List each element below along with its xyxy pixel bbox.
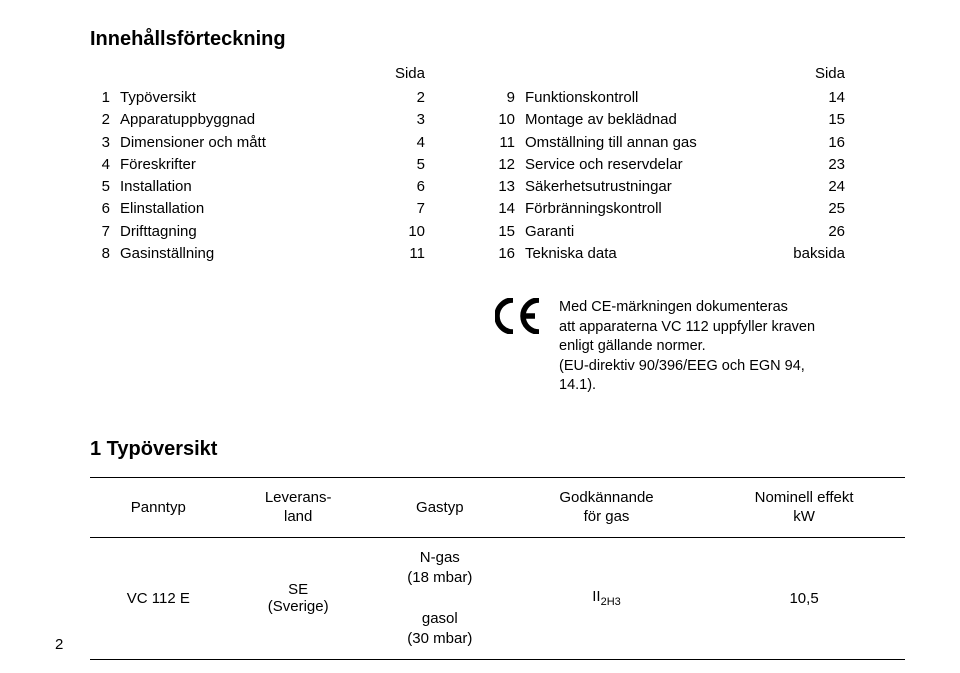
page-title: Innehållsförteckning <box>90 28 905 51</box>
cell-gastyp: N-gas (18 mbar) gasol (30 mbar) <box>370 537 510 659</box>
col-leveransland: Leverans-land <box>227 477 370 537</box>
cell-leveransland: SE(Sverige) <box>227 537 370 659</box>
table-of-contents: Sida 1Typöversikt2 2Apparatuppbyggnad3 3… <box>90 65 905 264</box>
toc-row: 15Garanti26 <box>495 222 845 242</box>
toc-row: 4Föreskrifter5 <box>90 155 425 175</box>
toc-column-right: Sida 9Funktionskontroll14 10Montage av b… <box>495 65 845 264</box>
toc-row: 10Montage av beklädnad15 <box>495 110 845 130</box>
toc-row: 14Förbränningskontroll25 <box>495 199 845 219</box>
toc-column-left: Sida 1Typöversikt2 2Apparatuppbyggnad3 3… <box>90 65 425 264</box>
section-1-title: 1 Typöversikt <box>90 438 905 461</box>
ce-text: Med CE-märkningen dokumenteras att appar… <box>559 298 815 396</box>
table-header-row: Panntyp Leverans-land Gastyp Godkännande… <box>90 477 905 537</box>
toc-row: 13Säkerhetsutrustningar24 <box>495 177 845 197</box>
toc-header: Sida <box>785 65 845 82</box>
toc-row: 2Apparatuppbyggnad3 <box>90 110 425 130</box>
toc-row: 1Typöversikt2 <box>90 88 425 108</box>
col-effekt: Nominell effektkW <box>703 477 905 537</box>
toc-row: 16Tekniska databaksida <box>495 244 845 264</box>
toc-row: 8Gasinställning11 <box>90 244 425 264</box>
cell-panntyp: VC 112 E <box>90 537 227 659</box>
cell-godkannande: II2H3 <box>510 537 703 659</box>
toc-row: 7Drifttagning10 <box>90 222 425 242</box>
toc-row: 5Installation6 <box>90 177 425 197</box>
col-gastyp: Gastyp <box>370 477 510 537</box>
toc-row: 6Elinstallation7 <box>90 199 425 219</box>
page-number: 2 <box>55 636 63 653</box>
toc-row: 3Dimensioner och mått4 <box>90 133 425 153</box>
col-panntyp: Panntyp <box>90 477 227 537</box>
type-overview-table: Panntyp Leverans-land Gastyp Godkännande… <box>90 477 905 660</box>
ce-marking-block: Med CE-märkningen dokumenteras att appar… <box>495 298 895 396</box>
toc-row: 11Omställning till annan gas16 <box>495 133 845 153</box>
ce-mark-icon <box>495 298 545 339</box>
toc-row: 9Funktionskontroll14 <box>495 88 845 108</box>
toc-row: 12Service och reservdelar23 <box>495 155 845 175</box>
toc-header: Sida <box>365 65 425 82</box>
table-row: VC 112 E SE(Sverige) N-gas (18 mbar) gas… <box>90 537 905 659</box>
cell-effekt: 10,5 <box>703 537 905 659</box>
col-godkannande: Godkännandeför gas <box>510 477 703 537</box>
